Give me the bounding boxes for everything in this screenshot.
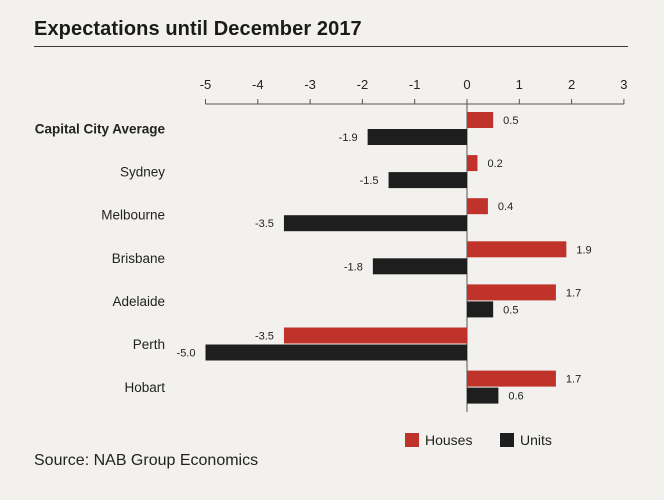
legend-swatch-units bbox=[500, 433, 514, 447]
bar-houses bbox=[467, 284, 556, 301]
category-label: Adelaide bbox=[112, 294, 165, 309]
data-label-houses: 1.7 bbox=[566, 374, 581, 386]
data-label-units: -1.5 bbox=[360, 175, 379, 187]
chart-title: Expectations until December 2017 bbox=[34, 18, 362, 40]
category-label: Brisbane bbox=[112, 251, 165, 266]
x-tick-label: -1 bbox=[409, 77, 421, 92]
bar-houses bbox=[283, 327, 467, 344]
bar-houses bbox=[467, 155, 478, 172]
category-label: Hobart bbox=[124, 380, 165, 395]
data-label-houses: 0.4 bbox=[498, 201, 513, 213]
category-label: Capital City Average bbox=[35, 122, 166, 137]
category-label: Sydney bbox=[120, 165, 165, 180]
x-tick-label: -3 bbox=[304, 77, 316, 92]
data-label-units: -1.9 bbox=[339, 132, 358, 144]
bar-houses bbox=[467, 198, 488, 215]
bar-units bbox=[467, 387, 499, 404]
source-note: Source: NAB Group Economics bbox=[34, 452, 259, 469]
title-divider bbox=[34, 46, 628, 47]
bar-houses bbox=[467, 370, 556, 387]
data-label-houses: 1.7 bbox=[566, 287, 581, 299]
x-tick-label: 0 bbox=[463, 77, 470, 92]
data-label-houses: 1.9 bbox=[576, 244, 591, 256]
legend-label-houses: Houses bbox=[425, 432, 472, 448]
x-tick-label: 2 bbox=[568, 77, 575, 92]
x-tick-label: -5 bbox=[200, 77, 212, 92]
bar-units bbox=[372, 258, 467, 275]
data-label-units: -3.5 bbox=[255, 218, 274, 230]
bar-houses bbox=[467, 241, 567, 258]
category-label: Melbourne bbox=[101, 208, 165, 223]
bar-units bbox=[367, 129, 467, 145]
bar-houses bbox=[467, 112, 494, 128]
x-tick-label: 3 bbox=[620, 77, 627, 92]
data-label-units: 0.5 bbox=[503, 304, 518, 316]
data-label-units: -1.8 bbox=[344, 261, 363, 273]
data-label-houses: -3.5 bbox=[255, 331, 274, 343]
data-label-houses: 0.5 bbox=[503, 115, 518, 127]
data-label-houses: 0.2 bbox=[487, 158, 502, 170]
data-label-units: -5.0 bbox=[177, 348, 196, 360]
category-label: Perth bbox=[133, 337, 165, 352]
x-tick-label: 1 bbox=[516, 77, 523, 92]
x-tick-label: -4 bbox=[252, 77, 264, 92]
bar-units bbox=[467, 301, 494, 318]
x-tick-label: -2 bbox=[357, 77, 369, 92]
legend-label-units: Units bbox=[520, 432, 552, 448]
bar-units bbox=[283, 215, 467, 232]
legend-swatch-houses bbox=[405, 433, 419, 447]
bar-units bbox=[205, 344, 467, 361]
bar-units bbox=[388, 172, 467, 189]
data-label-units: 0.6 bbox=[508, 391, 523, 403]
